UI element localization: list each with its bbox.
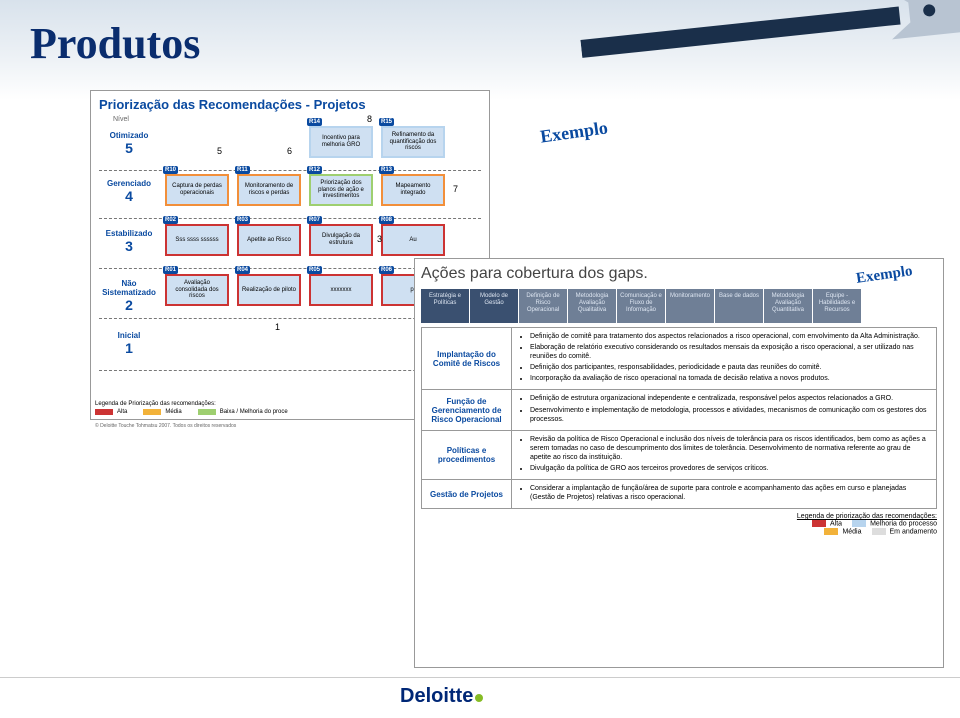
row-header: Gestão de Projetos xyxy=(422,480,512,509)
rec-node: Divulgação da estrutura xyxy=(309,224,373,256)
action-item: Definição dos participantes, responsabil… xyxy=(530,363,930,372)
category-pill: Comunicação e Fluxo de Informação xyxy=(617,289,665,323)
annotation-number: 1 xyxy=(275,322,280,332)
gap-panel: Ações para cobertura dos gaps. Estratégi… xyxy=(414,258,944,668)
action-item: Divulgação da política de GRO aos tercei… xyxy=(530,464,930,473)
annotation-number: 6 xyxy=(287,146,292,156)
legend-main: Legenda de Priorização das recomendações… xyxy=(95,401,300,415)
level-label: Estabilizado3 xyxy=(99,230,159,254)
action-item: Definição de comitê para tratamento dos … xyxy=(530,332,930,341)
category-pill: Equipe - Habilidades e Recursos xyxy=(813,289,861,323)
category-pill: Modelo de Gestão xyxy=(470,289,518,323)
level-label: Não Sistematizado2 xyxy=(99,280,159,313)
deloitte-logo: Deloitte xyxy=(400,685,483,708)
annotation-number: 7 xyxy=(453,184,458,194)
footer-divider xyxy=(0,677,960,678)
action-item: Desenvolvimento e implementação de metod… xyxy=(530,406,930,424)
action-item: Elaboração de relatório executivo consid… xyxy=(530,343,930,361)
legend-2: Legenda de priorização das recomendações… xyxy=(421,513,937,535)
rec-node: Incentivo para melhoria GRO xyxy=(309,126,373,158)
category-pill: Base de dados xyxy=(715,289,763,323)
rec-node: Realização de piloto xyxy=(237,274,301,306)
rec-node: xxxxxxx xyxy=(309,274,373,306)
annotation-number: 5 xyxy=(217,146,222,156)
level-label: Otimizado5 xyxy=(99,132,159,156)
rec-node: Monitoramento de riscos e perdas xyxy=(237,174,301,206)
rec-node: Apetite ao Risco xyxy=(237,224,301,256)
annotation-number: 8 xyxy=(367,114,372,124)
panel-subtitle: Priorização das Recomendações - Projetos xyxy=(99,97,481,112)
rec-node: Avaliação consolidada dos riscos xyxy=(165,274,229,306)
page-title: Produtos xyxy=(30,18,200,69)
row-header: Função de Gerenciamento de Risco Operaci… xyxy=(422,390,512,430)
rec-node: Au xyxy=(381,224,445,256)
action-item: Definição de estrutura organizacional in… xyxy=(530,394,930,403)
legend-title: Legenda de Priorização das recomendações… xyxy=(95,401,300,407)
row-header: Implantação do Comitê de Riscos xyxy=(422,328,512,390)
actions-table: Implantação do Comitê de Riscos Definição… xyxy=(421,327,937,509)
action-item: Considerar a implantação de função/área … xyxy=(530,484,930,502)
rec-node: Sss ssss ssssss xyxy=(165,224,229,256)
level-label: Inicial1 xyxy=(99,332,159,356)
action-item: Revisão da política de Risco Operacional… xyxy=(530,435,930,462)
category-pill: Monitoramento xyxy=(666,289,714,323)
rec-node: Mapeamento integrado xyxy=(381,174,445,206)
row-header: Políticas e procedimentos xyxy=(422,430,512,479)
pill-row: Estratégia e PolíticasModelo de GestãoDe… xyxy=(421,289,937,323)
category-pill: Definição de Risco Operacional xyxy=(519,289,567,323)
category-pill: Metodologia Avaliação Qualitativa xyxy=(568,289,616,323)
level-header: Nível xyxy=(113,116,129,123)
action-item: Incorporação da avaliação de risco opera… xyxy=(530,374,930,383)
rec-node: Refinamento da quantificação dos riscos xyxy=(381,126,445,158)
rec-node: Captura de perdas operacionais xyxy=(165,174,229,206)
copyright: © Deloitte Touche Tohmatsu 2007. Todos o… xyxy=(95,423,236,429)
annotation-number: 3 xyxy=(377,234,382,244)
exemplo-stamp-1: Exemplo xyxy=(539,117,609,147)
category-pill: Metodologia Avaliação Quantitativa xyxy=(764,289,812,323)
rec-node: Priorização dos planos de ação e investi… xyxy=(309,174,373,206)
level-label: Gerenciado4 xyxy=(99,180,159,204)
category-pill: Estratégia e Políticas xyxy=(421,289,469,323)
